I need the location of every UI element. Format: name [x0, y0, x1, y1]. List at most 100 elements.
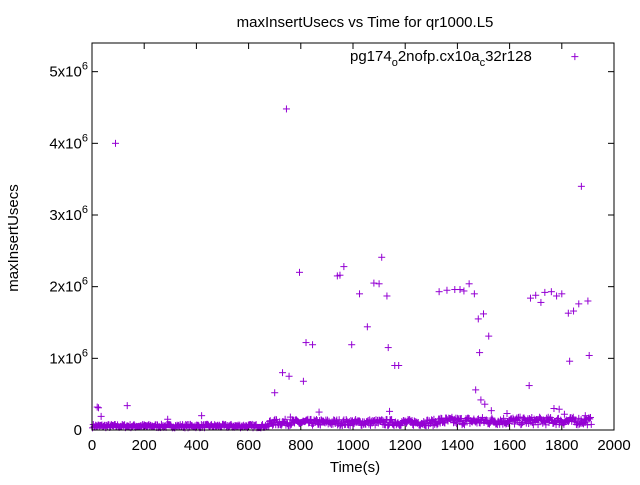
data-point	[587, 420, 595, 428]
data-point	[282, 105, 290, 113]
data-point	[496, 416, 504, 424]
data-point	[486, 420, 494, 428]
y-tick-label: 3x106	[49, 204, 88, 224]
data-point	[564, 309, 572, 317]
x-tick-label: 600	[236, 437, 261, 454]
data-point	[302, 339, 310, 347]
data-point	[577, 182, 585, 190]
data-points	[89, 53, 595, 432]
data-point	[537, 298, 545, 306]
axis-ticks: 0 200 400 600 800 1000 1200 1400 1600 1800 2000 0 1x…	[49, 43, 631, 454]
x-tick-label: 400	[184, 437, 209, 454]
x-tick-label: 1200	[389, 437, 422, 454]
data-point	[566, 357, 574, 365]
data-point	[555, 405, 563, 413]
data-point	[470, 290, 478, 298]
x-tick-label: 200	[132, 437, 157, 454]
data-point	[387, 416, 395, 424]
data-point	[340, 263, 348, 271]
data-point	[488, 414, 496, 422]
data-point	[315, 420, 323, 428]
plot-frame	[91, 42, 615, 431]
data-point	[395, 362, 403, 369]
data-point	[315, 408, 323, 416]
data-point	[460, 419, 468, 427]
data-point	[279, 369, 287, 377]
legend-entry: pg174o2nofp.cx10ac32r128	[350, 48, 532, 69]
data-point	[553, 292, 561, 300]
data-point	[286, 413, 294, 421]
data-point	[547, 288, 555, 296]
data-point	[384, 344, 392, 352]
data-point	[123, 402, 131, 410]
data-point	[198, 412, 206, 420]
data-point	[363, 323, 371, 331]
data-point	[550, 405, 558, 412]
data-point	[532, 416, 540, 424]
data-point	[474, 315, 482, 323]
x-tick-label: 1600	[493, 437, 526, 454]
chart-title: maxInsertUsecs vs Time for qr1000.L5	[237, 14, 494, 31]
data-point	[435, 288, 443, 296]
data-point	[356, 290, 364, 298]
y-tick-label: 0	[74, 422, 82, 439]
data-point	[97, 412, 105, 420]
data-point	[465, 280, 473, 288]
data-point	[93, 403, 101, 411]
x-tick-label: 1000	[336, 437, 369, 454]
data-point	[456, 286, 464, 294]
y-tick-label: 2x106	[49, 276, 88, 296]
data-point	[541, 288, 549, 296]
x-tick-label: 0	[88, 437, 96, 454]
data-point	[500, 414, 508, 422]
data-point	[534, 421, 542, 429]
y-axis-label: maxInsertUsecs	[5, 184, 22, 292]
data-point	[570, 307, 578, 315]
data-point	[375, 280, 383, 288]
y-tick-label: 5x106	[49, 61, 88, 81]
data-point	[346, 422, 354, 430]
data-point	[503, 410, 511, 418]
data-point	[460, 421, 468, 429]
data-point	[370, 279, 378, 287]
data-point	[378, 416, 386, 424]
data-point	[525, 382, 533, 390]
data-point	[518, 420, 526, 428]
data-point	[271, 389, 279, 397]
data-point	[575, 300, 583, 308]
x-tick-label: 2000	[597, 437, 630, 454]
data-point	[532, 291, 540, 299]
data-point	[356, 417, 364, 425]
y-tick-label: 1x106	[49, 347, 88, 367]
data-point	[378, 253, 386, 261]
data-point	[481, 400, 489, 408]
data-point	[558, 290, 566, 298]
x-axis-label: Time(s)	[330, 459, 380, 476]
data-point	[420, 418, 428, 426]
data-point	[504, 419, 512, 427]
data-point	[526, 294, 534, 302]
data-point	[480, 310, 487, 318]
data-point	[388, 416, 396, 424]
data-point	[309, 421, 317, 429]
data-point	[299, 377, 307, 385]
data-point	[586, 415, 594, 423]
data-point	[474, 415, 482, 423]
data-point	[472, 386, 480, 394]
data-point	[516, 413, 524, 421]
data-point	[285, 372, 293, 380]
data-point	[487, 407, 495, 415]
data-point	[386, 407, 394, 415]
data-point	[585, 351, 593, 359]
data-point	[476, 349, 484, 357]
data-point	[309, 341, 317, 349]
data-point	[383, 292, 391, 300]
data-point	[477, 396, 485, 404]
data-point	[560, 410, 568, 418]
data-point	[428, 417, 436, 425]
data-point	[281, 415, 289, 423]
data-point	[164, 415, 172, 423]
data-point	[433, 421, 441, 429]
x-tick-label: 1400	[441, 437, 474, 454]
